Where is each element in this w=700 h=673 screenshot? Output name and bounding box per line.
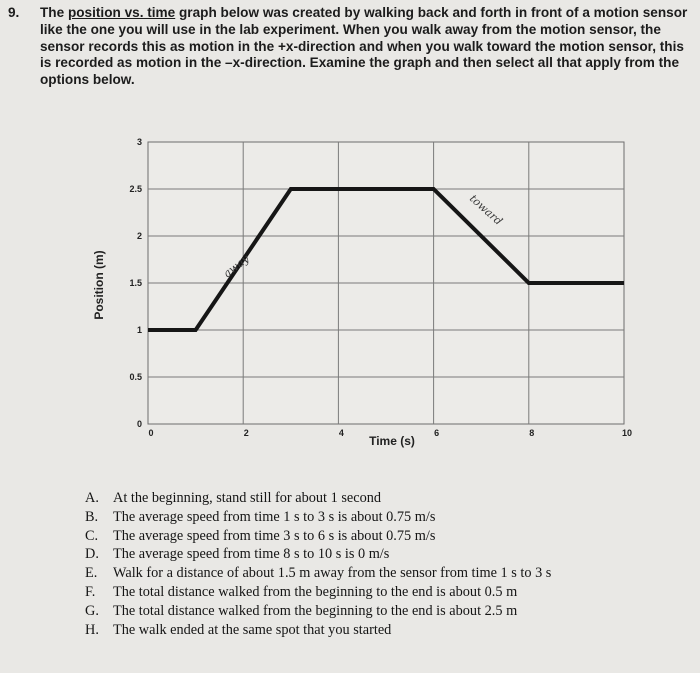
chart-series bbox=[148, 187, 624, 332]
option-h[interactable]: H. The walk ended at the same spot that y… bbox=[85, 621, 551, 640]
y-tick-label: 0 bbox=[137, 419, 142, 429]
option-letter: H. bbox=[85, 621, 99, 638]
x-tick-label: 10 bbox=[622, 428, 632, 438]
y-tick-label: 3 bbox=[137, 137, 142, 147]
y-tick-label: 1 bbox=[137, 325, 142, 335]
option-text: The average speed from time 8 s to 10 s … bbox=[113, 546, 390, 563]
option-e[interactable]: E. Walk for a distance of about 1.5 m awa… bbox=[85, 564, 551, 583]
y-axis-label: Position (m) bbox=[92, 250, 106, 319]
x-axis-label: Time (s) bbox=[369, 434, 415, 448]
question-number: 9. bbox=[8, 5, 20, 20]
x-tick-label: 6 bbox=[434, 428, 439, 438]
option-letter: B. bbox=[85, 508, 99, 525]
option-g[interactable]: G. The total distance walked from the beg… bbox=[85, 602, 551, 621]
x-tick-label: 0 bbox=[148, 428, 153, 438]
option-text: The average speed from time 1 s to 3 s i… bbox=[113, 508, 436, 525]
option-b[interactable]: B. The average speed from time 1 s to 3 s… bbox=[85, 508, 551, 527]
question-text-pre: The bbox=[40, 5, 68, 20]
x-tick-label: 8 bbox=[529, 428, 534, 438]
options-list: A. At the beginning, stand still for abou… bbox=[85, 489, 551, 639]
y-tick-label: 2 bbox=[137, 231, 142, 241]
option-d[interactable]: D. The average speed from time 8 s to 10 … bbox=[85, 545, 551, 564]
option-a[interactable]: A. At the beginning, stand still for abou… bbox=[85, 489, 551, 508]
x-tick-label: 2 bbox=[244, 428, 249, 438]
option-letter: C. bbox=[85, 527, 99, 544]
x-tick-label: 4 bbox=[339, 428, 344, 438]
series-line-0 bbox=[148, 187, 624, 332]
y-tick-label: 2.5 bbox=[129, 184, 142, 194]
option-text: The total distance walked from the begin… bbox=[113, 583, 518, 600]
option-text: Walk for a distance of about 1.5 m away … bbox=[113, 565, 552, 582]
option-letter: D. bbox=[85, 546, 99, 563]
option-text: The walk ended at the same spot that you… bbox=[113, 621, 392, 638]
option-letter: E. bbox=[85, 565, 98, 582]
option-c[interactable]: C. The average speed from time 3 s to 6 s… bbox=[85, 527, 551, 546]
option-letter: A. bbox=[85, 490, 99, 506]
question-text: The position vs. time graph below was cr… bbox=[40, 5, 690, 89]
option-letter: F. bbox=[85, 583, 96, 600]
option-text: At the beginning, stand still for about … bbox=[113, 490, 382, 506]
chart-axes: 0 2 4 6 8 10 0 0.5 1 1.5 2 2.5 3 bbox=[129, 137, 632, 438]
y-tick-label: 0.5 bbox=[129, 372, 142, 382]
option-f[interactable]: F. The total distance walked from the beg… bbox=[85, 583, 551, 602]
option-text: The total distance walked from the begin… bbox=[113, 602, 518, 619]
y-tick-label: 1.5 bbox=[129, 278, 142, 288]
question-title-underlined: position vs. time bbox=[67, 5, 176, 20]
option-text: The average speed from time 3 s to 6 s i… bbox=[113, 527, 436, 544]
question-text-post: graph below was created by walking back … bbox=[40, 5, 688, 88]
option-letter: G. bbox=[85, 602, 99, 619]
